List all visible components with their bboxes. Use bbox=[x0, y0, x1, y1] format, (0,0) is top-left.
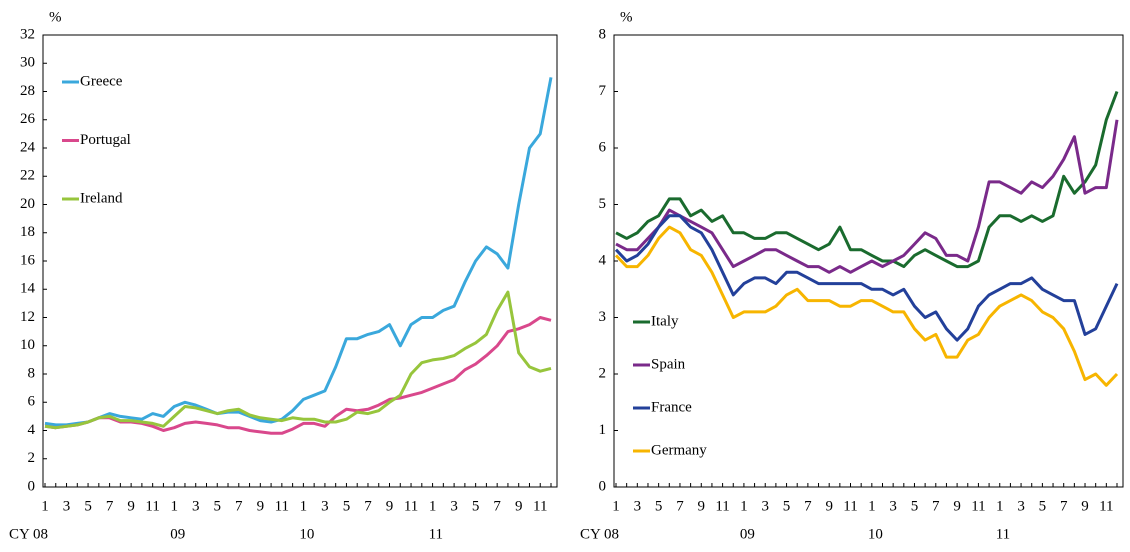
y-tick-label: 7 bbox=[599, 83, 607, 99]
x-tick-label: 3 bbox=[889, 498, 897, 514]
y-tick-label: 22 bbox=[20, 168, 35, 184]
year-label: 09 bbox=[740, 526, 755, 542]
unit-label: % bbox=[620, 9, 633, 25]
y-tick-label: 3 bbox=[599, 309, 607, 325]
x-tick-label: 5 bbox=[214, 498, 222, 514]
legend-label: Germany bbox=[651, 442, 707, 458]
y-tick-label: 4 bbox=[28, 422, 36, 438]
year-label: 10 bbox=[299, 526, 314, 542]
y-tick-label: 20 bbox=[20, 196, 35, 212]
year-label: 11 bbox=[996, 526, 1010, 542]
y-tick-label: 4 bbox=[599, 252, 607, 268]
x-tick-label: 3 bbox=[321, 498, 329, 514]
x-tick-label: 7 bbox=[106, 498, 114, 514]
series-line bbox=[44, 77, 553, 427]
x-tick-label: 1 bbox=[996, 498, 1004, 514]
series-line bbox=[615, 119, 1119, 274]
x-tick-label: 5 bbox=[343, 498, 351, 514]
year-label: CY 08 bbox=[580, 526, 619, 542]
y-tick-label: 6 bbox=[599, 139, 607, 155]
year-label: CY 08 bbox=[9, 526, 48, 542]
x-tick-label: 7 bbox=[493, 498, 501, 514]
legend-label: Italy bbox=[651, 313, 679, 329]
x-tick-label: 9 bbox=[127, 498, 135, 514]
y-tick-label: 14 bbox=[20, 281, 36, 297]
x-tick-label: 3 bbox=[63, 498, 71, 514]
x-tick-label: 11 bbox=[404, 498, 418, 514]
x-tick-label: 9 bbox=[698, 498, 706, 514]
y-tick-label: 10 bbox=[20, 337, 35, 353]
x-tick-label: 1 bbox=[170, 498, 178, 514]
y-tick-label: 6 bbox=[28, 394, 36, 410]
x-tick-label: 11 bbox=[715, 498, 729, 514]
y-tick-label: 1 bbox=[599, 422, 607, 438]
plot-frame bbox=[613, 34, 1124, 488]
x-tick-label: 11 bbox=[275, 498, 289, 514]
series-line bbox=[44, 290, 552, 430]
y-tick-label: 24 bbox=[20, 139, 36, 155]
y-tick-label: 0 bbox=[28, 478, 36, 494]
year-label: 09 bbox=[170, 526, 185, 542]
year-label: 11 bbox=[429, 526, 443, 542]
x-tick-label: 7 bbox=[804, 498, 812, 514]
x-tick-label: 11 bbox=[533, 498, 547, 514]
x-tick-label: 7 bbox=[932, 498, 940, 514]
series-line bbox=[615, 90, 1119, 269]
x-tick-label: 9 bbox=[257, 498, 265, 514]
x-tick-label: 11 bbox=[1099, 498, 1113, 514]
legend-label: Spain bbox=[651, 356, 686, 372]
y-tick-label: 28 bbox=[20, 83, 35, 99]
x-tick-label: 9 bbox=[386, 498, 394, 514]
x-tick-label: 1 bbox=[740, 498, 748, 514]
x-tick-label: 7 bbox=[235, 498, 243, 514]
y-tick-label: 5 bbox=[599, 196, 607, 212]
x-tick-label: 3 bbox=[450, 498, 458, 514]
x-tick-label: 1 bbox=[612, 498, 620, 514]
x-tick-label: 9 bbox=[953, 498, 961, 514]
y-tick-label: 12 bbox=[20, 309, 35, 325]
legend-label: Ireland bbox=[80, 190, 123, 206]
x-tick-label: 3 bbox=[192, 498, 200, 514]
y-tick-label: 30 bbox=[20, 55, 35, 71]
y-tick-label: 18 bbox=[20, 224, 35, 240]
x-tick-label: 7 bbox=[364, 498, 372, 514]
series-line bbox=[614, 225, 1119, 387]
x-tick-label: 5 bbox=[1039, 498, 1047, 514]
x-tick-label: 3 bbox=[634, 498, 642, 514]
x-tick-label: 11 bbox=[971, 498, 985, 514]
x-tick-label: 5 bbox=[472, 498, 480, 514]
x-tick-label: 9 bbox=[515, 498, 523, 514]
unit-label: % bbox=[49, 9, 62, 25]
x-tick-label: 1 bbox=[41, 498, 49, 514]
y-tick-label: 2 bbox=[28, 450, 36, 466]
x-tick-label: 5 bbox=[655, 498, 663, 514]
y-tick-label: 26 bbox=[20, 111, 36, 127]
x-tick-label: 5 bbox=[84, 498, 92, 514]
x-tick-label: 9 bbox=[825, 498, 833, 514]
x-tick-label: 11 bbox=[843, 498, 857, 514]
legend-label: Portugal bbox=[80, 132, 131, 148]
legend-label: Greece bbox=[80, 73, 123, 89]
x-tick-label: 1 bbox=[429, 498, 437, 514]
y-tick-label: 2 bbox=[599, 365, 607, 381]
x-tick-label: 5 bbox=[911, 498, 919, 514]
x-tick-label: 7 bbox=[1060, 498, 1068, 514]
x-tick-label: 5 bbox=[783, 498, 791, 514]
x-tick-label: 1 bbox=[868, 498, 876, 514]
legend-label: France bbox=[651, 399, 692, 415]
y-tick-label: 0 bbox=[599, 478, 607, 494]
year-label: 10 bbox=[868, 526, 883, 542]
x-tick-label: 3 bbox=[761, 498, 769, 514]
x-tick-label: 9 bbox=[1081, 498, 1089, 514]
x-tick-label: 11 bbox=[145, 498, 159, 514]
y-tick-label: 8 bbox=[28, 365, 36, 381]
y-tick-label: 32 bbox=[20, 26, 35, 42]
series-line bbox=[614, 214, 1119, 342]
y-tick-label: 8 bbox=[599, 26, 607, 42]
x-tick-label: 7 bbox=[676, 498, 684, 514]
x-tick-label: 3 bbox=[1017, 498, 1025, 514]
x-tick-label: 1 bbox=[300, 498, 308, 514]
y-tick-label: 16 bbox=[20, 252, 36, 268]
